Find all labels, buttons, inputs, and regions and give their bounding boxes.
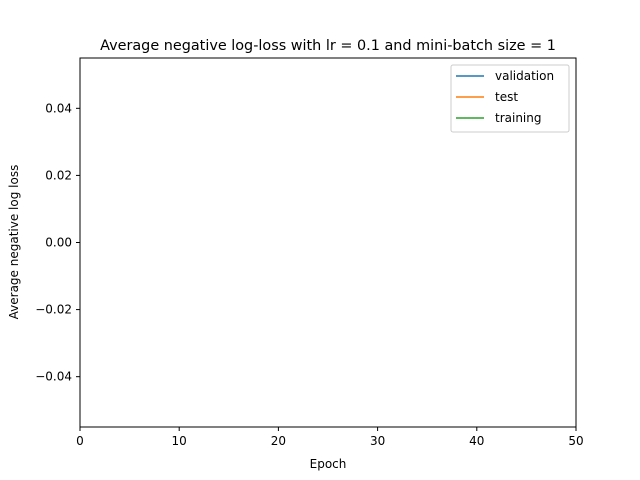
y-axis: −0.04 −0.02 0.00 0.02 0.04 [35,101,80,384]
x-tick-label: 0 [76,434,84,448]
y-tick-label: 0.02 [45,168,72,182]
legend-label-validation: validation [495,69,554,83]
x-tick-label: 20 [271,434,286,448]
legend-label-training: training [495,111,542,125]
y-tick-label: 0.04 [45,101,72,115]
legend-frame [450,64,570,133]
x-tick-label: 50 [568,434,583,448]
y-tick-label: 0.00 [45,236,72,250]
y-tick-label: −0.02 [35,303,72,317]
legend: validation test training [450,64,570,133]
x-axis: 0 10 20 30 40 50 [76,427,584,448]
x-axis-label: Epoch [310,457,347,471]
x-tick-label: 30 [370,434,385,448]
y-axis-label: Average negative log loss [7,165,21,320]
y-tick-label: −0.04 [35,370,72,384]
legend-label-test: test [495,90,518,104]
x-tick-label: 40 [469,434,484,448]
x-tick-label: 10 [172,434,187,448]
chart-title: Average negative log-loss with lr = 0.1 … [100,38,556,54]
